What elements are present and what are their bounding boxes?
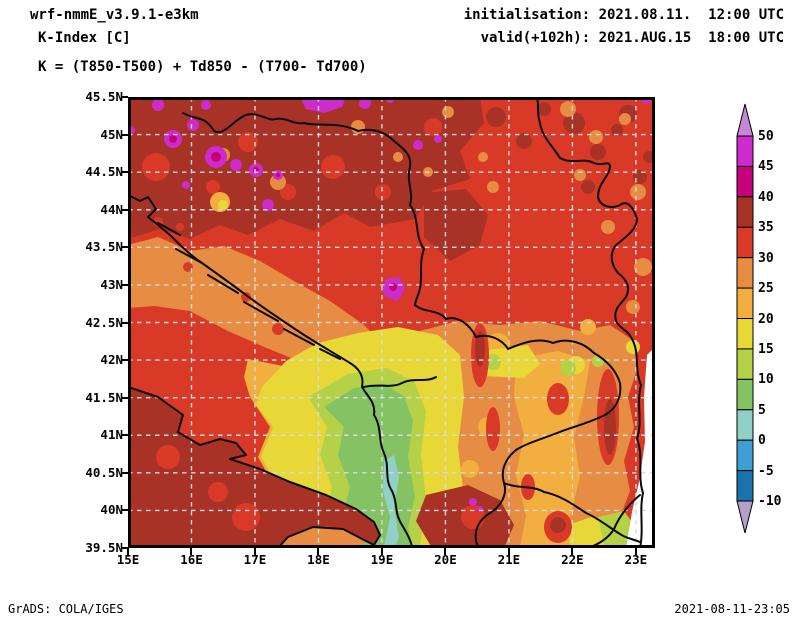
lon-tick-mark	[571, 548, 573, 555]
lat-tick-label: 41N	[61, 427, 123, 442]
lat-tick-mark	[121, 96, 128, 98]
colorbar-tick-label: 5	[758, 403, 766, 418]
colorbar-tick-label: 15	[758, 342, 774, 357]
product-title: K-Index [C]	[38, 30, 131, 46]
lat-tick-mark	[121, 209, 128, 211]
lat-tick-mark	[121, 284, 128, 286]
lat-tick-mark	[121, 359, 128, 361]
colorbar-tick-label: -10	[758, 494, 781, 509]
lat-tick-label: 44N	[61, 202, 123, 217]
init-time-label: initialisation: 2021.08.11. 12:00 UTC	[464, 7, 784, 23]
lat-tick-label: 40.5N	[61, 465, 123, 480]
lat-tick-label: 41.5N	[61, 390, 123, 405]
colorbar-tick-label: 30	[758, 251, 774, 266]
grads-plot-page: wrf-nmmE_v3.9.1-e3km K-Index [C] initial…	[0, 0, 800, 618]
colorbar-tick-label: 40	[758, 190, 774, 205]
lat-tick-label: 44.5N	[61, 164, 123, 179]
lat-tick-label: 43N	[61, 277, 123, 292]
lat-tick-mark	[121, 509, 128, 511]
lat-tick-label: 43.5N	[61, 239, 123, 254]
lat-tick-mark	[121, 134, 128, 136]
lat-tick-mark	[121, 472, 128, 474]
grads-credit: GrADS: COLA/IGES	[8, 602, 124, 616]
colorbar-tick-label: 35	[758, 220, 774, 235]
model-title: wrf-nmmE_v3.9.1-e3km	[30, 7, 199, 23]
colorbar-tick-label: 25	[758, 281, 774, 296]
lat-tick-label: 42N	[61, 352, 123, 367]
lat-tick-label: 42.5N	[61, 315, 123, 330]
lat-tick-mark	[121, 246, 128, 248]
lon-tick-mark	[381, 548, 383, 555]
colorbar-tick-label: 10	[758, 372, 774, 387]
colorbar-tick-label: 0	[758, 433, 766, 448]
lon-tick-mark	[254, 548, 256, 555]
colorbar-tick-label: 45	[758, 159, 774, 174]
colorbar-tick-label: 50	[758, 129, 774, 144]
lat-tick-label: 45N	[61, 127, 123, 142]
lat-tick-mark	[121, 434, 128, 436]
lon-tick-mark	[317, 548, 319, 555]
map-field	[128, 97, 655, 548]
lon-tick-mark	[190, 548, 192, 555]
lat-tick-label: 39.5N	[61, 540, 123, 555]
creation-timestamp: 2021-08-11-23:05	[674, 602, 790, 616]
lat-tick-label: 45.5N	[61, 89, 123, 104]
lon-tick-mark	[127, 548, 129, 555]
lat-tick-mark	[121, 322, 128, 324]
lat-tick-label: 40N	[61, 502, 123, 517]
colorbar-tick-label: 20	[758, 312, 774, 327]
lon-tick-mark	[635, 548, 637, 555]
colorbar-tick-label: -5	[758, 464, 774, 479]
k-index-formula: K = (T850-T500) + Td850 - (T700- Td700)	[38, 59, 367, 75]
lat-tick-mark	[121, 397, 128, 399]
valid-time-label: valid(+102h): 2021.AUG.15 18:00 UTC	[481, 30, 784, 46]
lon-tick-mark	[444, 548, 446, 555]
lat-tick-mark	[121, 171, 128, 173]
lon-tick-mark	[508, 548, 510, 555]
